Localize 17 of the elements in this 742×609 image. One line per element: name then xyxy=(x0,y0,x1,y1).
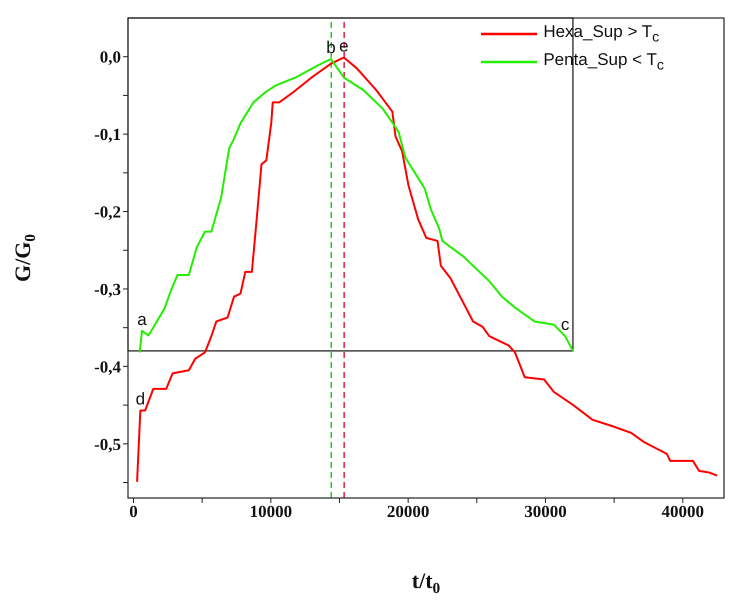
y-tick-label: -0,4 xyxy=(94,357,122,376)
x-axis-title: t/t$_{0}$ xyxy=(412,568,441,596)
x-tick-label: 20000 xyxy=(386,502,430,522)
annotation: d xyxy=(136,390,146,409)
y-tick-label: -0,3 xyxy=(94,280,121,300)
y-tick-label: -0,2 xyxy=(94,202,121,222)
x-tick-label: 0 xyxy=(129,502,138,522)
x-tick-label: 40000 xyxy=(662,502,704,522)
x-tick-label: 10000 xyxy=(250,502,292,522)
annotation: b xyxy=(326,38,336,58)
annotation: c xyxy=(560,315,570,334)
annotation: e xyxy=(339,36,349,56)
x-tick-label: 30000 xyxy=(524,502,567,522)
y-tick-label: -0,1 xyxy=(94,125,121,144)
y-tick-label: -0,5 xyxy=(94,434,121,454)
y-tick-label: 0,0 xyxy=(100,48,121,67)
annotation: a xyxy=(137,310,148,329)
